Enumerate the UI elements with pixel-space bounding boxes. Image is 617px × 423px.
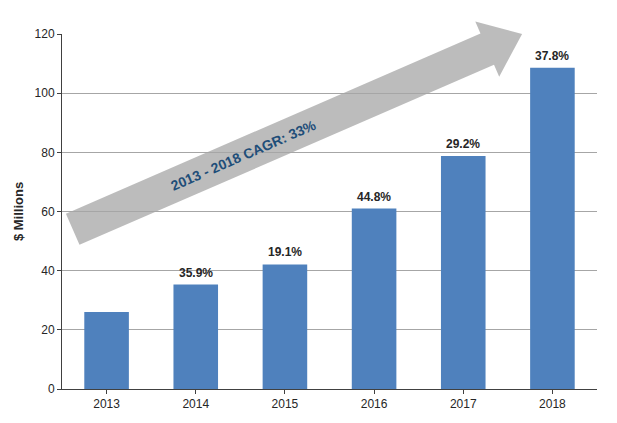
svg-text:29.2%: 29.2% bbox=[446, 137, 480, 151]
svg-text:2015: 2015 bbox=[272, 397, 299, 411]
svg-text:2016: 2016 bbox=[361, 397, 388, 411]
svg-text:$ Millions: $ Millions bbox=[11, 182, 26, 241]
svg-text:44.8%: 44.8% bbox=[357, 190, 391, 204]
svg-text:120: 120 bbox=[35, 27, 55, 41]
svg-text:2018: 2018 bbox=[539, 397, 566, 411]
svg-text:19.1%: 19.1% bbox=[268, 245, 302, 259]
svg-text:2014: 2014 bbox=[182, 397, 209, 411]
svg-text:2017: 2017 bbox=[450, 397, 477, 411]
svg-text:0: 0 bbox=[48, 382, 55, 396]
svg-text:2013: 2013 bbox=[93, 397, 120, 411]
svg-text:40: 40 bbox=[41, 264, 55, 278]
svg-text:35.9%: 35.9% bbox=[179, 266, 213, 280]
svg-text:37.8%: 37.8% bbox=[535, 49, 569, 63]
svg-text:20: 20 bbox=[41, 323, 55, 337]
svg-text:100: 100 bbox=[35, 86, 55, 100]
svg-text:2013 - 2018 CAGR: 33%: 2013 - 2018 CAGR: 33% bbox=[168, 117, 318, 194]
svg-text:80: 80 bbox=[41, 146, 55, 160]
svg-text:60: 60 bbox=[41, 205, 55, 219]
